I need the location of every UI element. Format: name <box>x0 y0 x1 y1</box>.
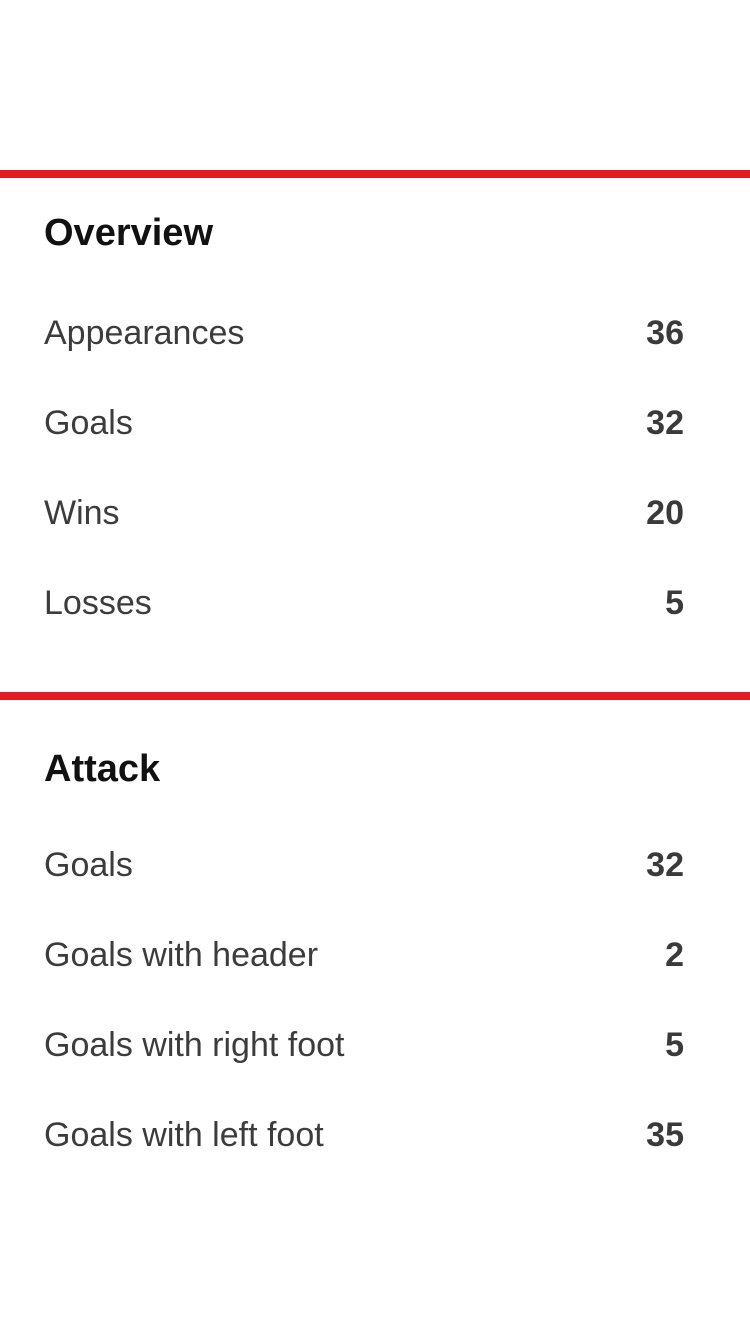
top-blank-area <box>0 0 750 170</box>
stat-value: 36 <box>646 313 684 352</box>
stat-value: 32 <box>646 845 684 884</box>
stat-value: 5 <box>665 583 684 622</box>
attack-section: Attack Goals 32 Goals with header 2 Goal… <box>0 692 750 1180</box>
attack-stat-list: Goals 32 Goals with header 2 Goals with … <box>0 820 750 1180</box>
stat-row-appearances: Appearances 36 <box>0 288 750 378</box>
stat-value: 5 <box>665 1025 684 1064</box>
stat-row-goals: Goals 32 <box>0 820 750 910</box>
stat-value: 35 <box>646 1115 684 1154</box>
section-divider <box>0 692 750 700</box>
stat-value: 32 <box>646 403 684 442</box>
stat-label: Goals with header <box>44 935 319 974</box>
stat-value: 20 <box>646 493 684 532</box>
stat-row-goals: Goals 32 <box>0 378 750 468</box>
stat-row-goals-with-header: Goals with header 2 <box>0 910 750 1000</box>
overview-stat-list: Appearances 36 Goals 32 Wins 20 Losses 5 <box>0 288 750 648</box>
stat-row-goals-with-left-foot: Goals with left foot 35 <box>0 1090 750 1180</box>
stat-row-wins: Wins 20 <box>0 468 750 558</box>
stat-label: Goals with right foot <box>44 1025 345 1064</box>
section-title-attack: Attack <box>44 748 161 790</box>
stat-label: Losses <box>44 583 152 622</box>
stat-row-losses: Losses 5 <box>0 558 750 648</box>
stat-label: Wins <box>44 493 120 532</box>
section-title-overview: Overview <box>44 212 213 254</box>
stat-row-goals-with-right-foot: Goals with right foot 5 <box>0 1000 750 1090</box>
stat-label: Goals <box>44 403 133 442</box>
overview-section: Overview Appearances 36 Goals 32 Wins 20… <box>0 170 750 692</box>
stat-label: Goals with left foot <box>44 1115 324 1154</box>
stat-label: Appearances <box>44 313 245 352</box>
section-divider <box>0 170 750 178</box>
stat-value: 2 <box>665 935 684 974</box>
stat-label: Goals <box>44 845 133 884</box>
